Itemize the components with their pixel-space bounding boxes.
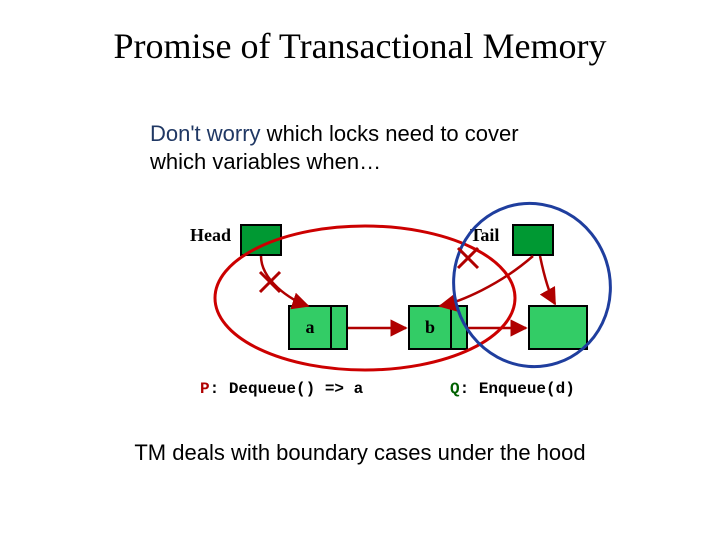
p-dequeue-op: P: Dequeue() => a — [200, 380, 363, 398]
p-text: : Dequeue() => a — [210, 380, 364, 398]
p-letter: P — [200, 380, 210, 398]
slide-footer: TM deals with boundary cases under the h… — [0, 440, 720, 466]
arrow-tail-to-hidden — [540, 256, 555, 304]
q-text: : Enqueue(d) — [460, 380, 575, 398]
queue-node-a: a — [288, 305, 348, 350]
subtitle-lead: Don't worry — [150, 121, 261, 146]
q-enqueue-op: Q: Enqueue(d) — [450, 380, 575, 398]
q-letter: Q — [450, 380, 460, 398]
head-pointer-box — [240, 224, 282, 256]
tail-label: Tail — [470, 225, 499, 246]
queue-node-b: b — [408, 305, 468, 350]
tail-pointer-box — [512, 224, 554, 256]
head-label: Head — [190, 225, 231, 246]
node-b-label: b — [410, 307, 452, 348]
x-mark-head-arrow — [260, 272, 280, 292]
slide-title: Promise of Transactional Memory — [0, 25, 720, 67]
arrow-head-to-a — [261, 256, 308, 306]
ellipse-blue — [432, 183, 631, 387]
arrow-tail-to-b — [440, 256, 533, 306]
queue-diagram: Head Tail a b — [140, 210, 600, 410]
slide-subtitle: Don't worry which locks need to cover wh… — [150, 120, 570, 175]
x-mark-tail-arrow — [458, 248, 478, 268]
node-a-label: a — [290, 307, 332, 348]
queue-node-hidden — [528, 305, 588, 350]
